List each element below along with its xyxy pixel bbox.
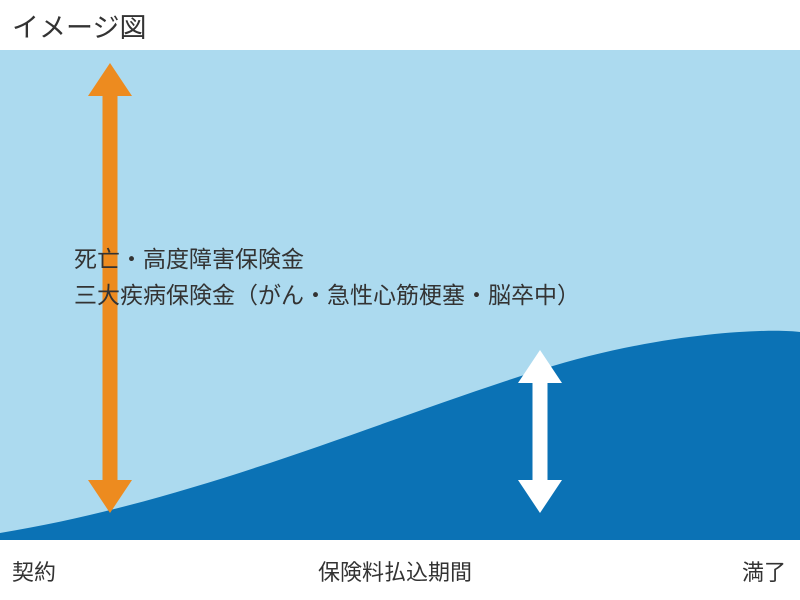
white-double-arrow — [518, 350, 562, 513]
diagram-title: イメージ図 — [12, 6, 146, 45]
title-text: イメージ図 — [12, 13, 146, 43]
axis-label-start: 契約 — [12, 555, 56, 587]
axis-label-end: 満了 — [742, 555, 786, 587]
benefit-label-line2: 三大疾病保険金（がん・急性心筋梗塞・脳卒中） — [74, 276, 580, 310]
benefit-label-line1: 死亡・高度障害保険金 — [74, 240, 304, 274]
axis-label-middle: 保険料払込期間 — [318, 555, 472, 587]
